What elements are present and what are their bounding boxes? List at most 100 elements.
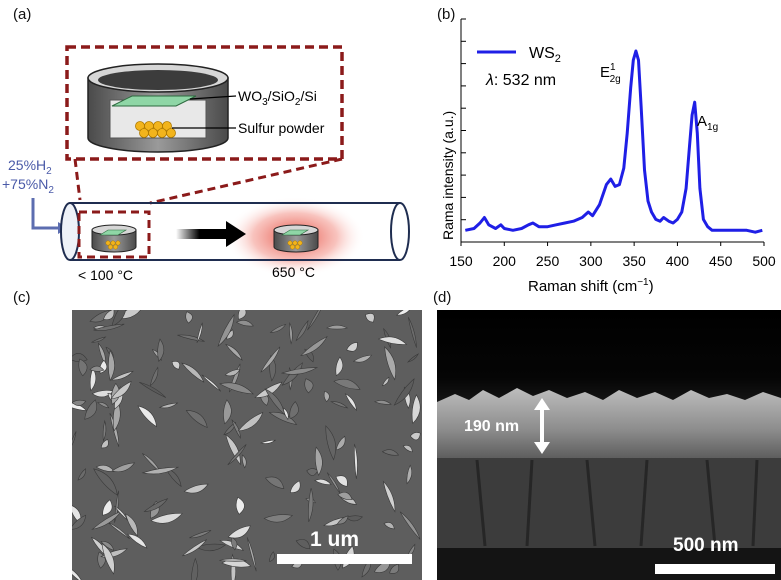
- ws2-flake: [333, 378, 361, 390]
- ws2-flake: [231, 419, 241, 439]
- ws2-flake: [402, 445, 413, 453]
- ws2-flake: [407, 353, 419, 363]
- ws2-flake: [102, 499, 113, 516]
- ws2-flake: [235, 319, 254, 327]
- ws2-flake: [308, 488, 314, 522]
- ws2-flake: [127, 533, 148, 549]
- ws2-flake: [223, 421, 237, 436]
- x-tick-label: 300: [579, 253, 603, 269]
- sulfur-pellets: [135, 121, 176, 138]
- ws2-flake: [182, 539, 207, 557]
- ws2-flake: [183, 483, 209, 494]
- ws2-flake: [141, 466, 180, 475]
- raman-y-axis-label: Rama intensity (a.u.): [440, 111, 456, 240]
- transfer-arrow-shaft: [176, 229, 228, 239]
- x-tick-label: 200: [493, 253, 517, 269]
- ws2-flake: [103, 310, 115, 320]
- sem-cross-section-image: 190 nm 500 nm: [437, 310, 781, 580]
- ws2-flake: [102, 419, 107, 442]
- ws2-flake: [382, 480, 396, 513]
- scalebar-1um: [277, 554, 412, 564]
- cold-zone-dashed-box: [77, 210, 151, 259]
- ws2-flake: [91, 510, 123, 530]
- temp-high-label: 650 °C: [272, 264, 315, 280]
- ws2-flake: [377, 336, 408, 345]
- ws2-flake: [108, 349, 115, 382]
- ws2-flake: [336, 515, 349, 525]
- ws2-flake: [254, 381, 283, 398]
- ws2-flake: [101, 542, 115, 575]
- ws2-flake: [409, 432, 421, 441]
- ws2-flake: [237, 310, 247, 320]
- inset-dashed-box: [65, 45, 344, 161]
- ws2-flake: [399, 511, 421, 540]
- ws2-flake: [289, 321, 293, 345]
- ws2-flake: [219, 382, 254, 395]
- ws2-flake: [384, 346, 397, 381]
- ws2-flake: [84, 399, 97, 420]
- ws2-flake: [97, 402, 110, 409]
- ws2-flake: [289, 480, 301, 494]
- ws2-flake: [72, 353, 88, 362]
- x-tick-label: 450: [709, 253, 733, 269]
- x-tick-label: 350: [622, 253, 646, 269]
- ws2-flake: [295, 539, 311, 550]
- ws2-flake: [230, 537, 238, 551]
- ws2-flake: [72, 514, 87, 530]
- ws2-flake: [185, 410, 208, 429]
- ws2-flake: [335, 356, 344, 377]
- ws2-flake: [189, 530, 212, 539]
- peak-label-e2g: E1 2g: [600, 62, 621, 85]
- ws2-flake: [196, 322, 203, 344]
- legend-series-name: WS2: [529, 45, 561, 65]
- ws2-flake: [383, 522, 395, 530]
- panel-label-a: (a): [13, 6, 32, 23]
- x-tick-label: 400: [666, 253, 690, 269]
- crucible-large: [87, 63, 237, 153]
- ws2-flake: [157, 338, 165, 363]
- raman-legend: WS2 λ: 532 nm: [477, 45, 561, 89]
- ws2-flake: [374, 399, 392, 405]
- ws2-flake: [264, 388, 286, 416]
- ws2-flake: [352, 354, 373, 363]
- film-substrate: [111, 95, 197, 107]
- ws2-flake: [89, 365, 105, 372]
- ws2-flake: [185, 311, 193, 324]
- ws2-flake: [300, 335, 328, 357]
- substrate-label: WO3/SiO2/Si: [238, 88, 317, 108]
- zoom-line-right: [149, 157, 343, 205]
- ws2-flake: [77, 468, 86, 481]
- ws2-flake: [237, 411, 264, 432]
- zoom-line-left: [73, 158, 82, 201]
- ws2-flake: [381, 449, 400, 456]
- x-tick-label: 250: [536, 253, 560, 269]
- scalebar-1um-label: 1 um: [310, 528, 360, 551]
- ws2-flake: [137, 405, 157, 428]
- ws2-flake: [225, 343, 243, 361]
- ws2-flake: [125, 513, 138, 537]
- ws2-flake: [217, 313, 235, 347]
- thickness-label: 190 nm: [464, 418, 520, 435]
- ws2-flake: [393, 378, 415, 406]
- raman-chart: 150 200 250 300 350 400 450 500 WS2 λ: 532 nm E…: [440, 18, 776, 295]
- ws2-flake: [90, 336, 107, 343]
- ws2-flake: [93, 468, 118, 496]
- temp-low-label: < 100 °C: [78, 267, 133, 283]
- ws2-flake: [259, 439, 277, 444]
- ws2-flake: [150, 512, 183, 524]
- ws2-flake: [219, 540, 245, 551]
- ws2-flake: [335, 475, 348, 487]
- ws2-flake: [201, 374, 222, 392]
- ws2-flake: [295, 319, 309, 342]
- scalebar-500nm-label: 500 nm: [673, 535, 739, 556]
- ws2-flake: [227, 525, 251, 539]
- crucible-small-hot: [273, 224, 319, 253]
- sulfur-label: Sulfur powder: [238, 120, 325, 136]
- ws2-flake: [344, 393, 358, 412]
- ws2-flake: [389, 563, 399, 574]
- ws2-flake: [72, 431, 77, 452]
- ws2-flake: [335, 435, 346, 451]
- ws2-flake: [111, 462, 136, 473]
- ws2-flake: [382, 376, 390, 387]
- ws2-flake: [313, 478, 332, 485]
